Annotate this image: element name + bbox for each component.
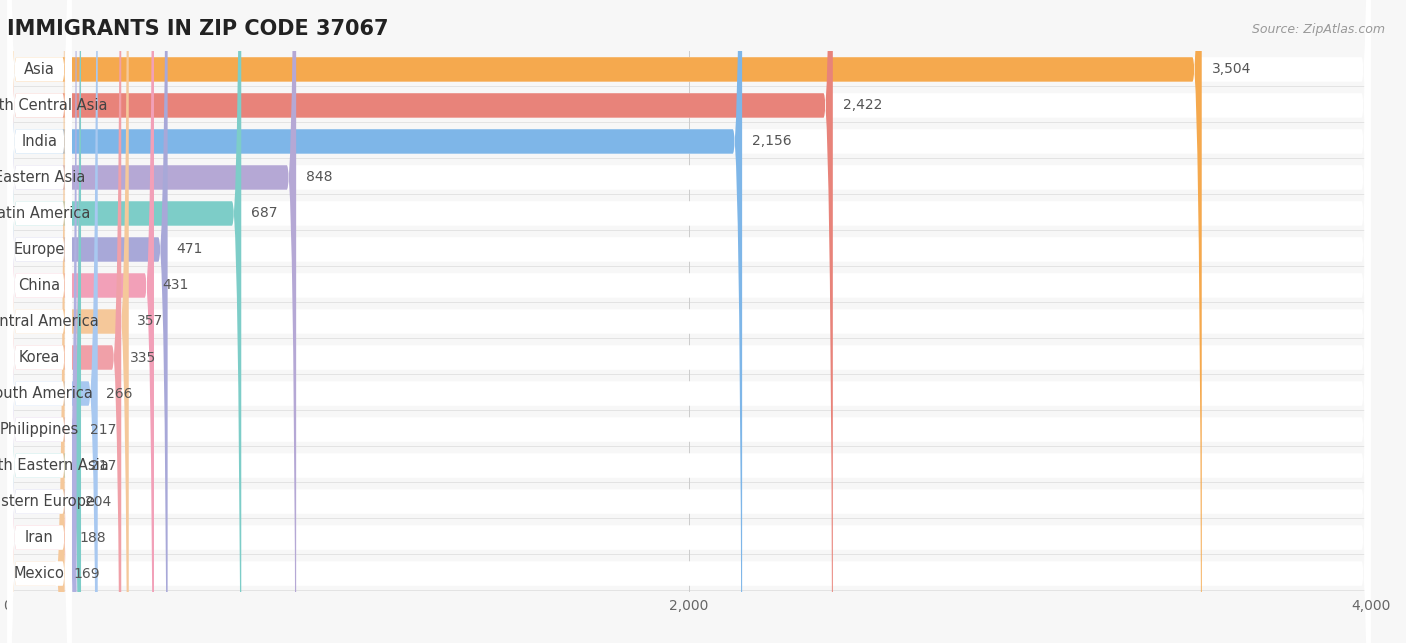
Text: South Eastern Asia: South Eastern Asia [0,458,108,473]
Text: Mexico: Mexico [14,566,65,581]
FancyBboxPatch shape [7,0,1202,643]
FancyBboxPatch shape [7,0,1371,643]
FancyBboxPatch shape [7,0,242,643]
Text: 188: 188 [80,530,107,545]
FancyBboxPatch shape [7,0,72,643]
Text: 169: 169 [73,566,100,581]
Text: IMMIGRANTS IN ZIP CODE 37067: IMMIGRANTS IN ZIP CODE 37067 [7,19,388,39]
FancyBboxPatch shape [7,0,1371,643]
FancyBboxPatch shape [7,0,129,643]
FancyBboxPatch shape [7,0,72,643]
FancyBboxPatch shape [7,0,832,643]
FancyBboxPatch shape [7,0,76,643]
FancyBboxPatch shape [7,0,121,643]
FancyBboxPatch shape [7,0,72,643]
FancyBboxPatch shape [7,0,72,643]
Text: Europe: Europe [14,242,65,257]
Text: 357: 357 [138,314,163,329]
FancyBboxPatch shape [7,0,72,643]
Text: China: China [18,278,60,293]
Text: Eastern Europe: Eastern Europe [0,494,96,509]
Text: 335: 335 [129,350,156,365]
FancyBboxPatch shape [7,0,297,643]
Text: Asia: Asia [24,62,55,77]
FancyBboxPatch shape [7,0,72,643]
Text: 266: 266 [107,386,132,401]
FancyBboxPatch shape [7,0,72,643]
FancyBboxPatch shape [7,0,72,643]
FancyBboxPatch shape [7,0,72,643]
Text: India: India [21,134,58,149]
Text: 3,504: 3,504 [1212,62,1251,77]
FancyBboxPatch shape [7,0,72,643]
FancyBboxPatch shape [7,0,1371,643]
Text: Eastern Asia: Eastern Asia [0,170,86,185]
Text: Central America: Central America [0,314,98,329]
FancyBboxPatch shape [7,0,1371,643]
FancyBboxPatch shape [7,0,1371,643]
FancyBboxPatch shape [7,0,1371,643]
Text: 2,422: 2,422 [844,98,883,113]
Text: 217: 217 [90,422,115,437]
FancyBboxPatch shape [7,0,82,643]
Text: Iran: Iran [25,530,53,545]
FancyBboxPatch shape [7,0,155,643]
FancyBboxPatch shape [7,0,65,643]
Text: 848: 848 [307,170,333,185]
FancyBboxPatch shape [7,0,742,643]
FancyBboxPatch shape [7,0,167,643]
Text: Philippines: Philippines [0,422,79,437]
FancyBboxPatch shape [7,0,1371,643]
Text: South America: South America [0,386,93,401]
FancyBboxPatch shape [7,0,72,643]
FancyBboxPatch shape [7,0,1371,643]
Text: South Central Asia: South Central Asia [0,98,108,113]
Text: 431: 431 [163,278,188,293]
Text: 2,156: 2,156 [752,134,792,149]
FancyBboxPatch shape [7,0,1371,643]
Text: Korea: Korea [18,350,60,365]
Text: 687: 687 [252,206,278,221]
FancyBboxPatch shape [7,0,1371,643]
FancyBboxPatch shape [7,0,72,643]
FancyBboxPatch shape [7,0,72,643]
FancyBboxPatch shape [7,0,82,643]
Text: Latin America: Latin America [0,206,90,221]
FancyBboxPatch shape [7,0,1371,643]
Text: 471: 471 [176,242,202,257]
Text: Source: ZipAtlas.com: Source: ZipAtlas.com [1251,23,1385,35]
FancyBboxPatch shape [7,0,1371,643]
FancyBboxPatch shape [7,0,72,643]
FancyBboxPatch shape [7,0,1371,643]
Text: 204: 204 [86,494,111,509]
Text: 217: 217 [90,458,115,473]
FancyBboxPatch shape [7,0,72,643]
FancyBboxPatch shape [7,0,1371,643]
FancyBboxPatch shape [7,0,1371,643]
FancyBboxPatch shape [7,0,72,643]
FancyBboxPatch shape [7,0,98,643]
